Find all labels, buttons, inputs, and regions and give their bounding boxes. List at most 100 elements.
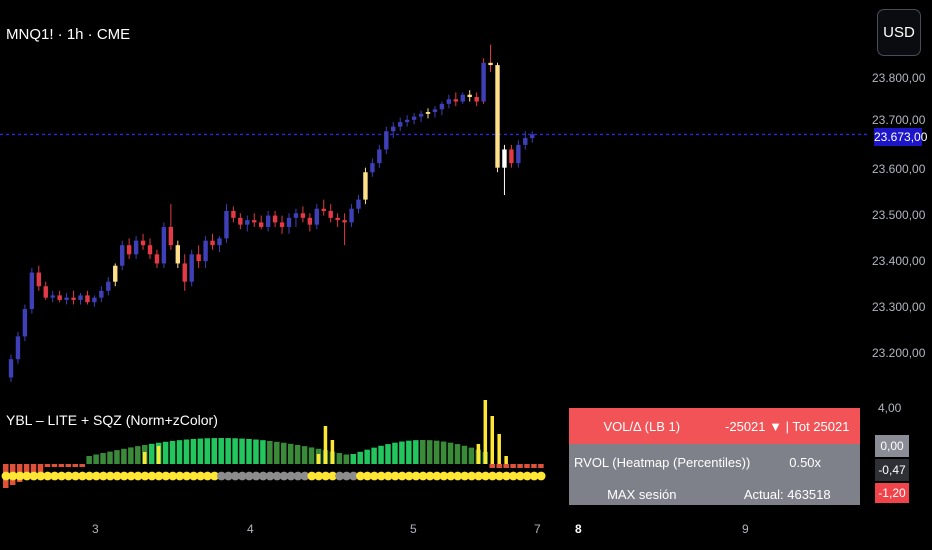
- candle-body: [182, 263, 187, 282]
- candle-body: [377, 149, 382, 164]
- candle-body: [370, 163, 375, 173]
- hist-bar: [44, 464, 51, 467]
- squeeze-dot: [224, 471, 233, 481]
- candle-body: [474, 97, 479, 102]
- hist-bar: [176, 440, 183, 464]
- hist-bar: [406, 440, 412, 464]
- candle-body: [488, 62, 493, 66]
- squeeze-dot: [85, 471, 94, 481]
- hist-bar: [218, 438, 224, 464]
- squeeze-dot: [203, 471, 212, 481]
- candle-body: [252, 220, 257, 223]
- candle-body: [36, 272, 41, 287]
- volume-spike: [156, 446, 161, 464]
- squeeze-dot: [258, 471, 268, 481]
- squeeze-dot: [140, 471, 150, 481]
- candle-body: [307, 217, 313, 225]
- hist-bar: [308, 447, 315, 464]
- hist-bar: [58, 464, 65, 467]
- candle-body: [113, 265, 118, 282]
- squeeze-dot: [460, 471, 470, 481]
- candle-body: [321, 208, 326, 211]
- hist-bar: [510, 464, 516, 468]
- candle-body: [245, 220, 250, 225]
- candle-body: [92, 297, 97, 303]
- squeeze-dot: [446, 471, 456, 481]
- squeeze-dot: [453, 471, 463, 481]
- squeeze-dot: [196, 471, 206, 481]
- hist-bar: [128, 447, 134, 464]
- hist-bar: [392, 442, 398, 464]
- stats-value: 0.50x: [789, 454, 822, 470]
- candle-body: [265, 215, 271, 227]
- candle-body: [335, 217, 340, 221]
- hist-bar: [371, 447, 377, 464]
- candle-body: [356, 199, 361, 209]
- squeeze-dot: [425, 471, 435, 481]
- candle-body: [133, 240, 139, 255]
- price-label: 23.400,00: [872, 254, 926, 268]
- candle-body: [168, 226, 174, 246]
- symbol-title[interactable]: MNQ1! · 1h · CME: [6, 26, 131, 43]
- price-label: 23.300,00: [872, 300, 926, 314]
- candle-body: [238, 217, 243, 225]
- volume-spike: [504, 456, 508, 464]
- currency-button[interactable]: USD: [877, 9, 921, 56]
- squeeze-dot: [335, 471, 344, 481]
- squeeze-dot: [8, 471, 18, 481]
- squeeze-dot: [182, 471, 192, 481]
- hist-bar: [100, 453, 106, 464]
- hist-bar: [364, 449, 370, 464]
- hist-bar: [301, 446, 308, 464]
- hist-bar: [336, 453, 343, 464]
- price-label: 23.700,00: [872, 113, 926, 127]
- hist-bar: [524, 464, 530, 468]
- squeeze-dot: [168, 471, 178, 481]
- squeeze-dot: [112, 471, 122, 481]
- date-label: 4: [247, 522, 254, 536]
- hist-bar: [447, 442, 454, 464]
- indicator-title[interactable]: YBL – LITE + SQZ (Norm+zColor): [6, 412, 218, 428]
- candle-body: [57, 295, 62, 300]
- squeeze-dot: [71, 471, 80, 481]
- squeeze-dot: [161, 471, 171, 481]
- squeeze-dot: [529, 471, 539, 481]
- hist-bar: [65, 464, 72, 467]
- hist-bar: [357, 451, 363, 464]
- hist-bar: [538, 464, 544, 468]
- hist-bar: [72, 464, 78, 467]
- stats-row-max: MAX sesión Actual: 463518: [569, 480, 860, 505]
- hist-bar: [420, 440, 426, 464]
- squeeze-dot: [126, 471, 136, 481]
- candle-body: [342, 220, 347, 223]
- candle-body: [154, 254, 160, 264]
- hist-bar: [93, 454, 99, 464]
- squeeze-dot: [154, 471, 164, 481]
- hist-bar: [114, 450, 120, 464]
- candle-body: [398, 122, 403, 127]
- volume-spike: [143, 452, 147, 464]
- volume-spike: [490, 416, 494, 464]
- indicator-value-dark: -0,47: [875, 459, 909, 481]
- squeeze-dot: [515, 471, 525, 481]
- stats-value: Actual: 463518: [743, 487, 831, 502]
- hist-bar: [169, 440, 176, 464]
- stats-label: RVOL (Heatmap (Percentiles)): [574, 454, 751, 470]
- candle-body: [293, 213, 299, 218]
- squeeze-dot: [307, 471, 317, 481]
- squeeze-dot: [78, 471, 87, 481]
- candlestick-series: [8, 44, 535, 382]
- date-label: 7: [534, 522, 541, 536]
- squeeze-dot: [237, 471, 247, 481]
- squeeze-dot: [522, 471, 532, 481]
- squeeze-dot: [356, 471, 365, 481]
- squeeze-dot: [418, 471, 428, 481]
- hist-bar: [23, 464, 30, 479]
- price-label: 23.800,00: [872, 71, 926, 85]
- date-label: 8: [575, 522, 582, 536]
- hist-bar: [51, 464, 58, 467]
- squeeze-dot: [300, 471, 310, 481]
- hist-bar: [239, 438, 245, 464]
- squeeze-dot: [432, 471, 442, 481]
